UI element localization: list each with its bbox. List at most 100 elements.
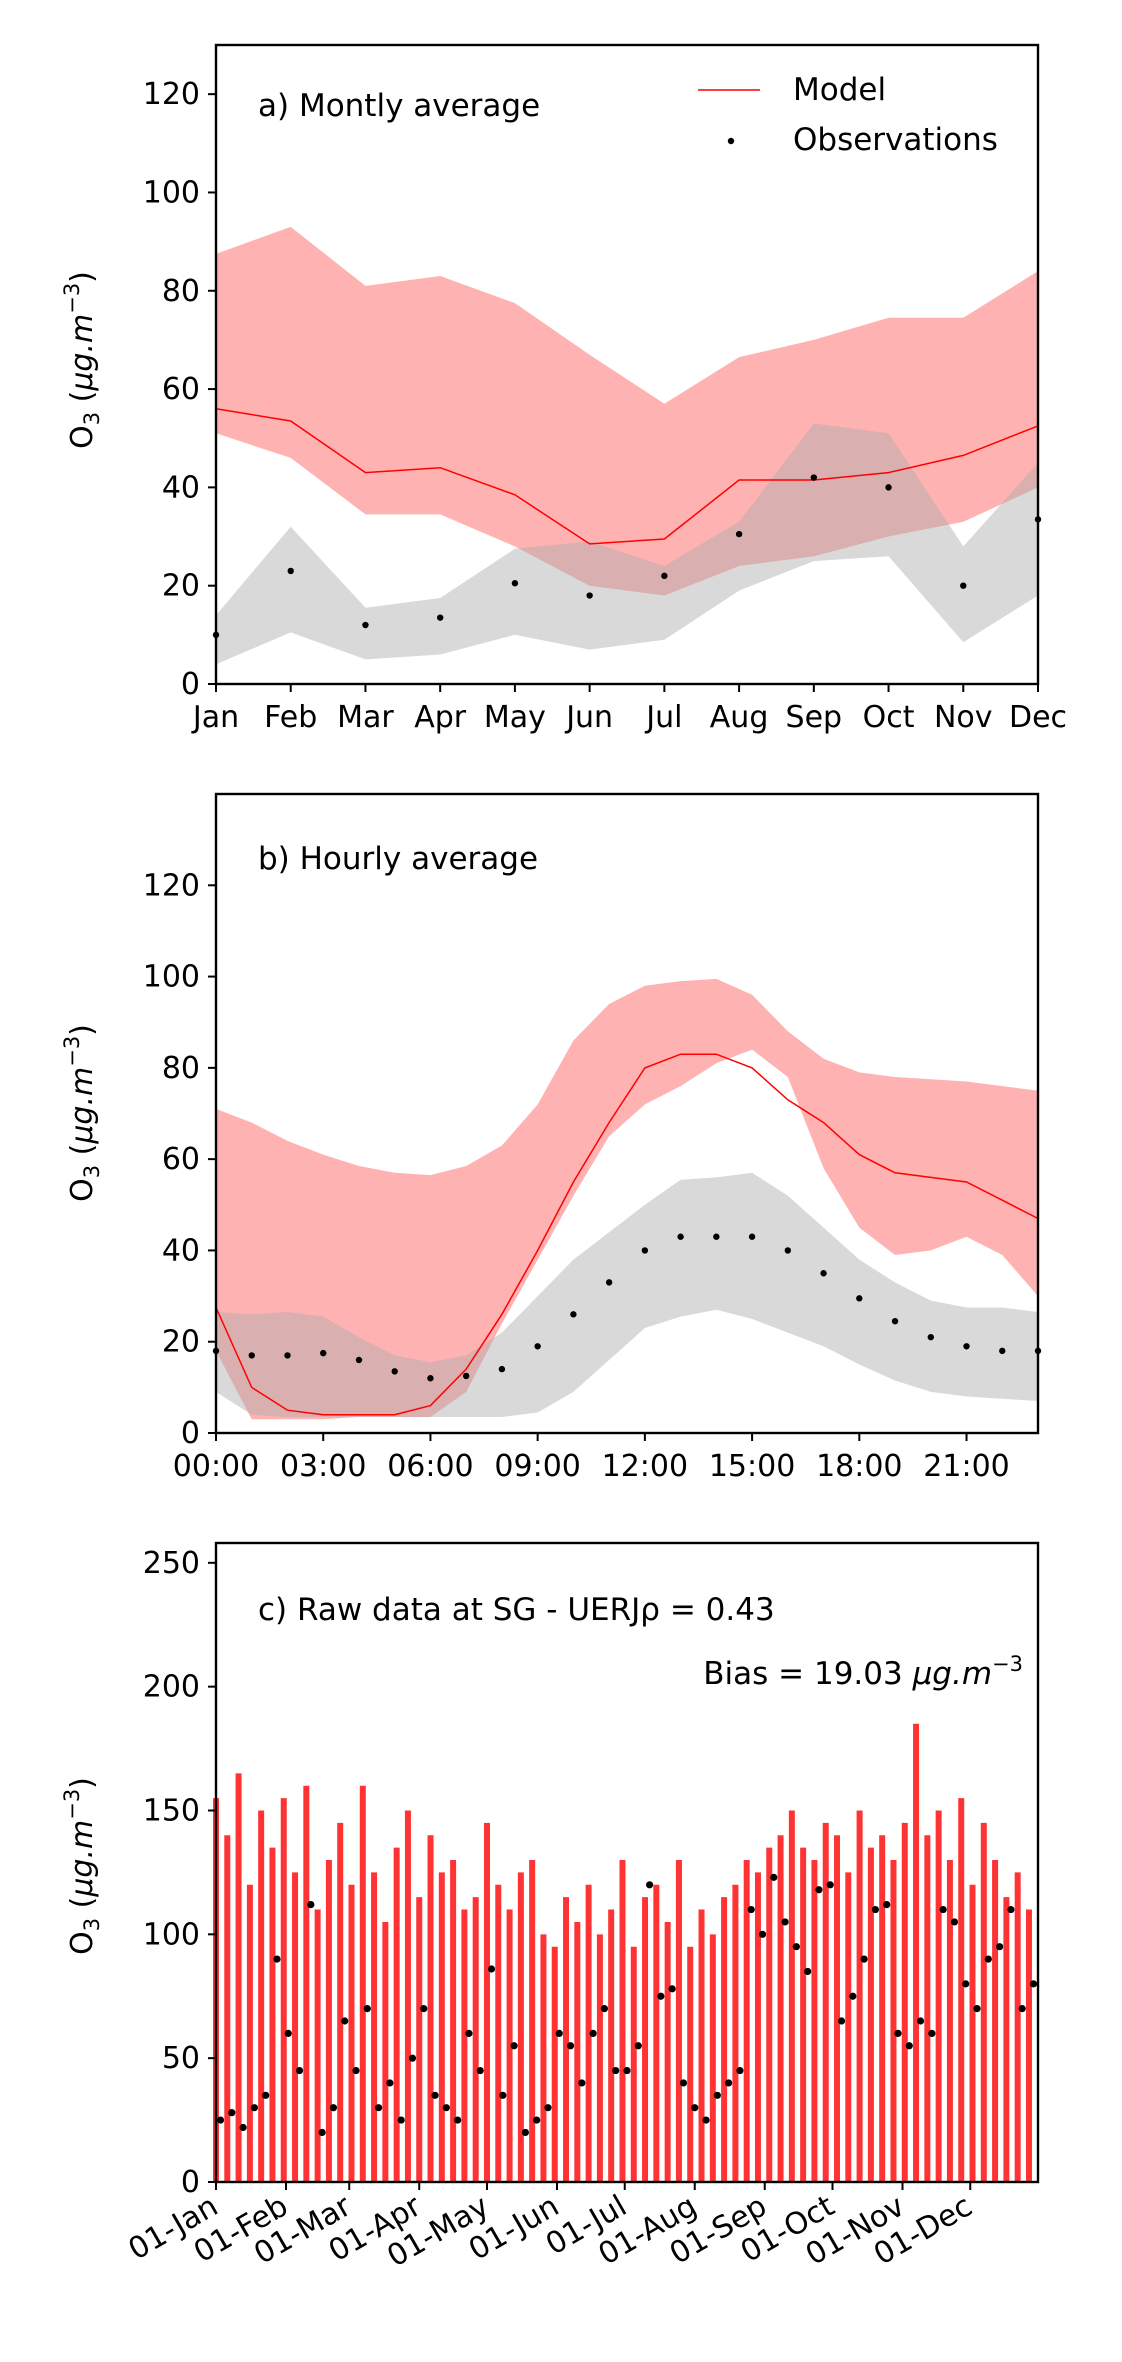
annotation-a: a) Montly average xyxy=(258,88,540,124)
observation-point xyxy=(386,2079,394,2087)
observation-point xyxy=(589,2029,597,2037)
observation-point xyxy=(1018,2005,1026,2013)
observation-point xyxy=(363,2005,371,2013)
observation-point xyxy=(856,1295,863,1302)
observation-point xyxy=(397,2116,405,2124)
observation-point xyxy=(939,1905,947,1914)
observation-point xyxy=(420,2005,428,2013)
y-tick-label: 0 xyxy=(181,1416,200,1451)
observation-point xyxy=(462,1372,470,1380)
observation-point xyxy=(634,2042,642,2050)
observation-point xyxy=(984,1955,992,1963)
observation-point xyxy=(476,2066,484,2075)
observation-point xyxy=(677,1233,684,1240)
observation-point xyxy=(815,1886,823,1894)
x-tick-label: Apr xyxy=(414,700,467,735)
observation-point xyxy=(250,2104,258,2112)
observation-point xyxy=(747,1905,755,1914)
observation-point xyxy=(725,2079,733,2087)
observation-point xyxy=(736,2066,744,2075)
observation-point xyxy=(586,592,593,599)
observation-point xyxy=(521,2128,529,2137)
x-tick-label: 09:00 xyxy=(494,1449,580,1484)
y-tick-label: 100 xyxy=(143,175,200,210)
observation-point xyxy=(963,1343,970,1350)
observation-point xyxy=(1029,1980,1038,1988)
y-tick-label: 150 xyxy=(143,1793,200,1828)
y-tick-label: 0 xyxy=(181,667,200,702)
x-tick-label: Nov xyxy=(934,700,993,735)
x-tick-label: Jan xyxy=(191,700,239,735)
y-tick-label: 40 xyxy=(162,1233,200,1268)
observation-point xyxy=(436,614,444,621)
observation-point xyxy=(566,2042,575,2050)
observation-point xyxy=(883,1901,891,1909)
observation-point xyxy=(657,1992,665,2000)
observation-point xyxy=(885,484,892,491)
observation-point xyxy=(894,2029,902,2037)
observation-point xyxy=(355,1356,363,1364)
x-tick-label: 21:00 xyxy=(923,1449,1009,1484)
y-tick-label: 20 xyxy=(162,569,200,604)
observation-point xyxy=(804,1967,812,1976)
observation-point xyxy=(600,2005,609,2013)
observation-point xyxy=(605,1279,613,1286)
observation-point xyxy=(273,1955,281,1963)
observation-point xyxy=(216,2116,225,2124)
observation-point xyxy=(612,2066,620,2075)
observation-point xyxy=(391,1368,398,1375)
observation-point xyxy=(928,2029,936,2037)
observation-point xyxy=(668,1985,676,1993)
x-tick-label: 03:00 xyxy=(280,1449,366,1484)
observation-point xyxy=(962,1980,970,1988)
observation-point xyxy=(792,1943,800,1951)
observation-point xyxy=(645,1881,654,1889)
y-tick-label: 60 xyxy=(162,1142,200,1177)
observation-point xyxy=(999,1347,1006,1355)
y-tick-label: 60 xyxy=(162,372,200,407)
observation-point xyxy=(544,2104,552,2112)
observation-point xyxy=(770,1873,778,1881)
observation-point xyxy=(431,2091,439,2099)
observation-point xyxy=(849,1992,857,2000)
x-tick-label: 12:00 xyxy=(602,1449,688,1484)
observation-point xyxy=(820,1270,827,1277)
observation-point xyxy=(860,1955,868,1963)
x-tick-label: Oct xyxy=(863,700,915,735)
observation-point xyxy=(320,1349,327,1357)
plot-frame-c xyxy=(214,1541,1040,2184)
x-tick-label: Dec xyxy=(1009,700,1067,735)
x-tick-label: 18:00 xyxy=(816,1449,902,1484)
legend-observations-marker xyxy=(727,137,735,145)
y-tick-label: 20 xyxy=(162,1325,200,1360)
observation-point xyxy=(499,2091,507,2099)
annotation-c-title: c) Raw data at SG - UERJ xyxy=(258,1592,640,1628)
panel-monthly-average: 0 20 40 60 80 100 120 Jan Feb Mar Apr May Jun Jul Aug… xyxy=(60,43,1067,735)
plot-frame-b xyxy=(214,792,1040,1435)
annotation-c: c) Raw data at SG - UERJρ = 0.43 xyxy=(258,1592,775,1628)
observation-point xyxy=(284,1352,291,1359)
y-tick-label: 100 xyxy=(143,1917,200,1952)
observation-point xyxy=(498,1365,506,1373)
y-tick-label: 40 xyxy=(162,470,200,505)
observation-point xyxy=(916,2017,925,2025)
bias-annotation: Bias = 19.03 μg.m−3 xyxy=(703,1652,1023,1692)
observation-point xyxy=(691,2104,699,2112)
x-tick-label: 06:00 xyxy=(387,1449,473,1484)
y-tick-label: 120 xyxy=(143,868,200,903)
observation-point xyxy=(570,1311,577,1318)
observation-point xyxy=(533,2116,541,2124)
observation-point xyxy=(408,2054,417,2062)
observation-point xyxy=(641,1247,649,1254)
observation-point xyxy=(329,2104,338,2112)
observation-point xyxy=(578,2079,586,2087)
observation-point xyxy=(810,474,818,481)
observation-point xyxy=(661,572,668,580)
observation-point xyxy=(758,1930,767,1938)
observation-point xyxy=(1007,1905,1015,1914)
y-tick-label: 80 xyxy=(162,1051,200,1086)
observation-point xyxy=(748,1233,756,1240)
observation-point xyxy=(826,1881,834,1889)
